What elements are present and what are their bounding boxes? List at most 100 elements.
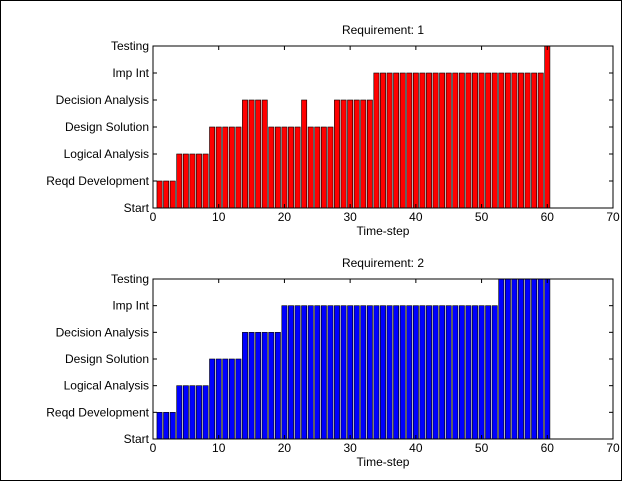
bar bbox=[511, 72, 518, 209]
bar bbox=[399, 305, 406, 440]
bar bbox=[307, 305, 314, 440]
bar bbox=[182, 153, 189, 209]
y-tick-label: Start bbox=[124, 432, 150, 446]
x-tick-label: 30 bbox=[343, 210, 357, 224]
bar bbox=[537, 278, 544, 440]
bar bbox=[235, 126, 242, 209]
bar bbox=[281, 126, 288, 209]
bar bbox=[209, 358, 216, 440]
bar bbox=[524, 278, 531, 440]
bar bbox=[491, 305, 498, 440]
bar bbox=[399, 72, 406, 209]
bar bbox=[439, 72, 446, 209]
bar bbox=[255, 99, 262, 209]
y-tick-label: Decision Analysis bbox=[56, 325, 149, 339]
bar bbox=[366, 305, 373, 440]
subplot-1: 0 10 20 30 40 50 60 70 Start Reqd Development Logi… bbox=[46, 23, 620, 238]
bar bbox=[360, 99, 367, 209]
x-axis-label: Time-step bbox=[357, 455, 410, 469]
bar bbox=[307, 126, 314, 209]
bar bbox=[445, 305, 452, 440]
bar bbox=[320, 126, 327, 209]
x-tick-label: 50 bbox=[475, 210, 489, 224]
bar bbox=[182, 385, 189, 440]
bar bbox=[511, 278, 518, 440]
y-tick-label: Reqd Development bbox=[46, 174, 149, 188]
bar bbox=[294, 126, 301, 209]
bar bbox=[209, 126, 216, 209]
bar bbox=[360, 305, 367, 440]
bar bbox=[268, 126, 275, 209]
bar bbox=[452, 305, 459, 440]
bar bbox=[452, 72, 459, 209]
bar bbox=[353, 99, 360, 209]
bar bbox=[314, 126, 321, 209]
bar bbox=[274, 332, 281, 440]
bar bbox=[478, 72, 485, 209]
bar bbox=[531, 278, 538, 440]
x-tick-label: 30 bbox=[343, 441, 357, 455]
bar bbox=[314, 305, 321, 440]
y-tick-label: Decision Analysis bbox=[56, 93, 149, 107]
y-tick-label: Testing bbox=[111, 39, 149, 53]
bar bbox=[491, 72, 498, 209]
y-tick-label: Reqd Development bbox=[46, 405, 149, 419]
bar bbox=[347, 99, 354, 209]
bar bbox=[544, 45, 551, 209]
bar bbox=[537, 72, 544, 209]
bar bbox=[228, 126, 235, 209]
bar bbox=[380, 305, 386, 440]
x-tick-label: 0 bbox=[150, 210, 157, 224]
bar bbox=[412, 72, 419, 209]
bar bbox=[531, 72, 538, 209]
bar bbox=[504, 278, 511, 440]
y-tick-label: Design Solution bbox=[65, 352, 149, 366]
chart-title: Requirement: 1 bbox=[342, 23, 424, 37]
bar bbox=[353, 305, 360, 440]
x-tick-label: 60 bbox=[541, 210, 555, 224]
bar bbox=[485, 72, 492, 209]
bar bbox=[327, 126, 334, 209]
bar bbox=[340, 305, 347, 440]
y-tick-label: Imp Int bbox=[112, 299, 149, 313]
bar bbox=[235, 358, 242, 440]
bar bbox=[169, 180, 176, 209]
bar bbox=[248, 99, 255, 209]
bar bbox=[176, 385, 183, 440]
chart-title: Requirement: 2 bbox=[342, 256, 424, 270]
bar bbox=[419, 72, 426, 209]
bar bbox=[281, 305, 288, 440]
subplot-2: 0 10 20 30 40 50 60 70 Start Reqd Development Logi… bbox=[46, 256, 620, 469]
bar bbox=[169, 412, 176, 440]
bar bbox=[458, 305, 465, 440]
bar bbox=[426, 305, 432, 440]
bar bbox=[196, 153, 202, 209]
bar bbox=[478, 305, 485, 440]
bar bbox=[202, 153, 209, 209]
bar bbox=[327, 305, 334, 440]
bar bbox=[288, 305, 294, 440]
bar bbox=[373, 305, 380, 440]
bar bbox=[248, 332, 255, 440]
y-tick-label: Start bbox=[124, 201, 150, 215]
bar bbox=[242, 332, 248, 440]
bar bbox=[544, 278, 551, 440]
bar bbox=[202, 385, 209, 440]
bar bbox=[472, 72, 478, 209]
bar bbox=[255, 332, 262, 440]
x-tick-label: 50 bbox=[475, 441, 489, 455]
bar bbox=[176, 153, 183, 209]
bar bbox=[432, 305, 439, 440]
x-tick-label: 40 bbox=[409, 441, 423, 455]
bar bbox=[156, 180, 163, 209]
bar bbox=[412, 305, 419, 440]
bar bbox=[386, 305, 393, 440]
bar bbox=[426, 72, 432, 209]
bar bbox=[334, 99, 340, 209]
bar bbox=[485, 305, 492, 440]
x-tick-label: 60 bbox=[541, 441, 555, 455]
bar bbox=[366, 99, 373, 209]
x-tick-label: 10 bbox=[212, 441, 226, 455]
